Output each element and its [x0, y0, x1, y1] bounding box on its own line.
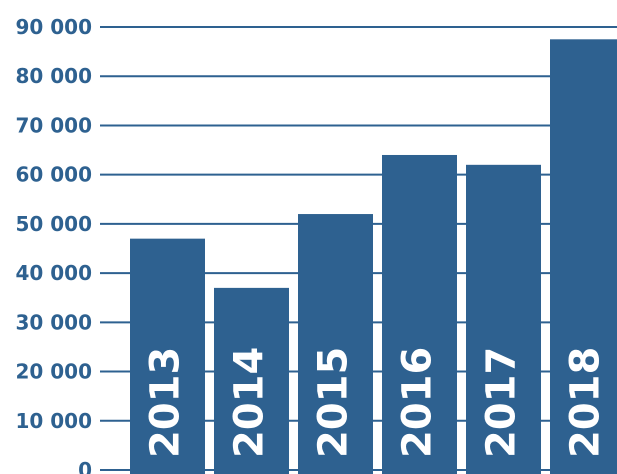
- y-tick-label: 50 000: [15, 212, 92, 236]
- y-tick-label: 80 000: [15, 64, 92, 88]
- y-tick-label: 20 000: [15, 360, 92, 384]
- category-label-2015: 2015: [311, 347, 357, 458]
- category-label-2016: 2016: [395, 347, 441, 458]
- y-tick-label: 30 000: [15, 310, 92, 334]
- bar-2014: [214, 287, 289, 474]
- bar-2016: [382, 154, 457, 474]
- y-axis-tick-labels: 0 10 000 20 000 30 000 40 000 50 000 60 000 70 …: [15, 15, 92, 474]
- bars: [130, 39, 617, 474]
- y-tick-label: 0: [78, 458, 92, 474]
- bar-2013: [130, 238, 205, 474]
- y-tick-label: 10 000: [15, 409, 92, 433]
- category-label-2018: 2018: [563, 347, 609, 458]
- y-tick-label: 40 000: [15, 261, 92, 285]
- x-axis-category-labels: 2013 2014 2015 2016 2017 2018: [143, 347, 609, 458]
- category-label-2014: 2014: [227, 347, 273, 458]
- bar-2015: [298, 214, 373, 474]
- y-tick-label: 70 000: [15, 113, 92, 137]
- category-label-2013: 2013: [143, 347, 189, 458]
- y-tick-label: 90 000: [15, 15, 92, 39]
- bar-2017: [466, 164, 541, 474]
- y-tick-label: 60 000: [15, 163, 92, 187]
- category-label-2017: 2017: [479, 347, 525, 458]
- bar-2018: [550, 39, 617, 474]
